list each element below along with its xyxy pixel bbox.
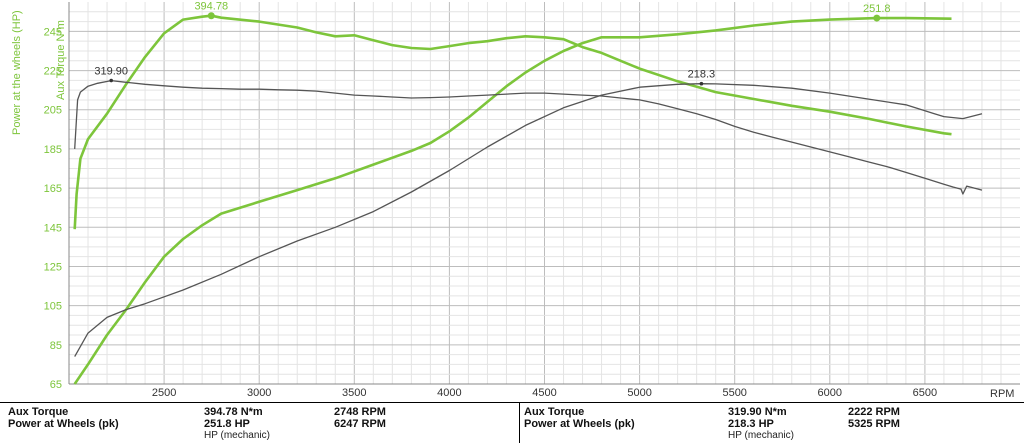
summary-left-power-label: Power at Wheels (pk) — [8, 418, 119, 430]
summary-right-torque-value: 319.90 N*m — [728, 406, 787, 418]
y-tick-label: 205 — [44, 105, 62, 117]
annotation-marker — [109, 78, 114, 83]
x-tick-label: 3500 — [342, 387, 366, 399]
x-tick-label: 6000 — [818, 387, 842, 399]
series-line-2 — [73, 16, 952, 385]
y-axis-label-power: Power at the wheels (HP) — [11, 10, 23, 135]
summary-left-torque-label: Aux Torque — [8, 406, 69, 418]
x-tick-label: 2500 — [152, 387, 176, 399]
series-line-4 — [74, 83, 983, 357]
summary-left: Aux Torque 394.78 N*m 2748 RPM Power at … — [0, 403, 520, 443]
summary-left-torque-value: 394.78 N*m — [204, 406, 263, 418]
y-tick-label: 125 — [44, 261, 62, 273]
x-tick-label: 6500 — [913, 387, 937, 399]
series-line-1 — [73, 14, 952, 230]
annotation-marker — [207, 12, 215, 20]
summary-panel: Aux Torque 394.78 N*m 2748 RPM Power at … — [0, 402, 1024, 443]
summary-right-torque-rpm: 2222 RPM — [848, 406, 900, 418]
summary-left-power-rpm: 6247 RPM — [334, 418, 386, 430]
y-axis-label-torque: Aux Torque N*m — [55, 20, 67, 100]
summary-right-torque-label: Aux Torque — [524, 406, 585, 418]
summary-right-power-rpm: 5325 RPM — [848, 418, 900, 430]
series-line-3 — [74, 79, 983, 195]
y-tick-label: 105 — [44, 301, 62, 313]
summary-left-unit: HP (mechanic) — [204, 430, 270, 441]
tick-labels: 2500 3000 3500 4000 4500 5000 5500 6000 6500 65 85… — [44, 26, 938, 399]
summary-right-power-value: 218.3 HP — [728, 418, 774, 430]
x-tick-label: 5000 — [627, 387, 651, 399]
x-tick-label: 5500 — [722, 387, 746, 399]
y-tick-label: 245 — [44, 26, 62, 38]
grid — [69, 2, 1020, 384]
annotations: 394.78 251.8 319.90 218.3 — [94, 1, 891, 86]
annotation-marker — [873, 14, 881, 22]
annotation-label: 394.78 — [194, 1, 228, 13]
summary-left-power-value: 251.8 HP — [204, 418, 250, 430]
summary-right-unit: HP (mechanic) — [728, 430, 794, 441]
x-tick-label: 3000 — [247, 387, 271, 399]
y-tick-label: 145 — [44, 222, 62, 234]
annotation-label: 319.90 — [94, 66, 128, 78]
annotation-marker — [699, 81, 704, 86]
y-tick-label: 225 — [44, 66, 62, 78]
dyno-chart: 394.78 251.8 319.90 218.3 2500 3000 3500 4000 4… — [11, 0, 1020, 400]
summary-left-torque-rpm: 2748 RPM — [334, 406, 386, 418]
series-lines — [73, 14, 983, 385]
y-tick-label: 85 — [50, 340, 62, 352]
annotation-label: 218.3 — [688, 69, 716, 81]
x-tick-label: 4500 — [532, 387, 556, 399]
summary-right-power-label: Power at Wheels (pk) — [524, 418, 635, 430]
y-tick-label: 165 — [44, 183, 62, 195]
annotation-label: 251.8 — [863, 3, 891, 15]
summary-right: Aux Torque 319.90 N*m 2222 RPM Power at … — [520, 403, 1024, 443]
y-tick-label: 185 — [44, 144, 62, 156]
x-axis-label: RPM — [990, 388, 1014, 400]
y-tick-label: 65 — [50, 379, 62, 391]
x-tick-label: 4000 — [437, 387, 461, 399]
